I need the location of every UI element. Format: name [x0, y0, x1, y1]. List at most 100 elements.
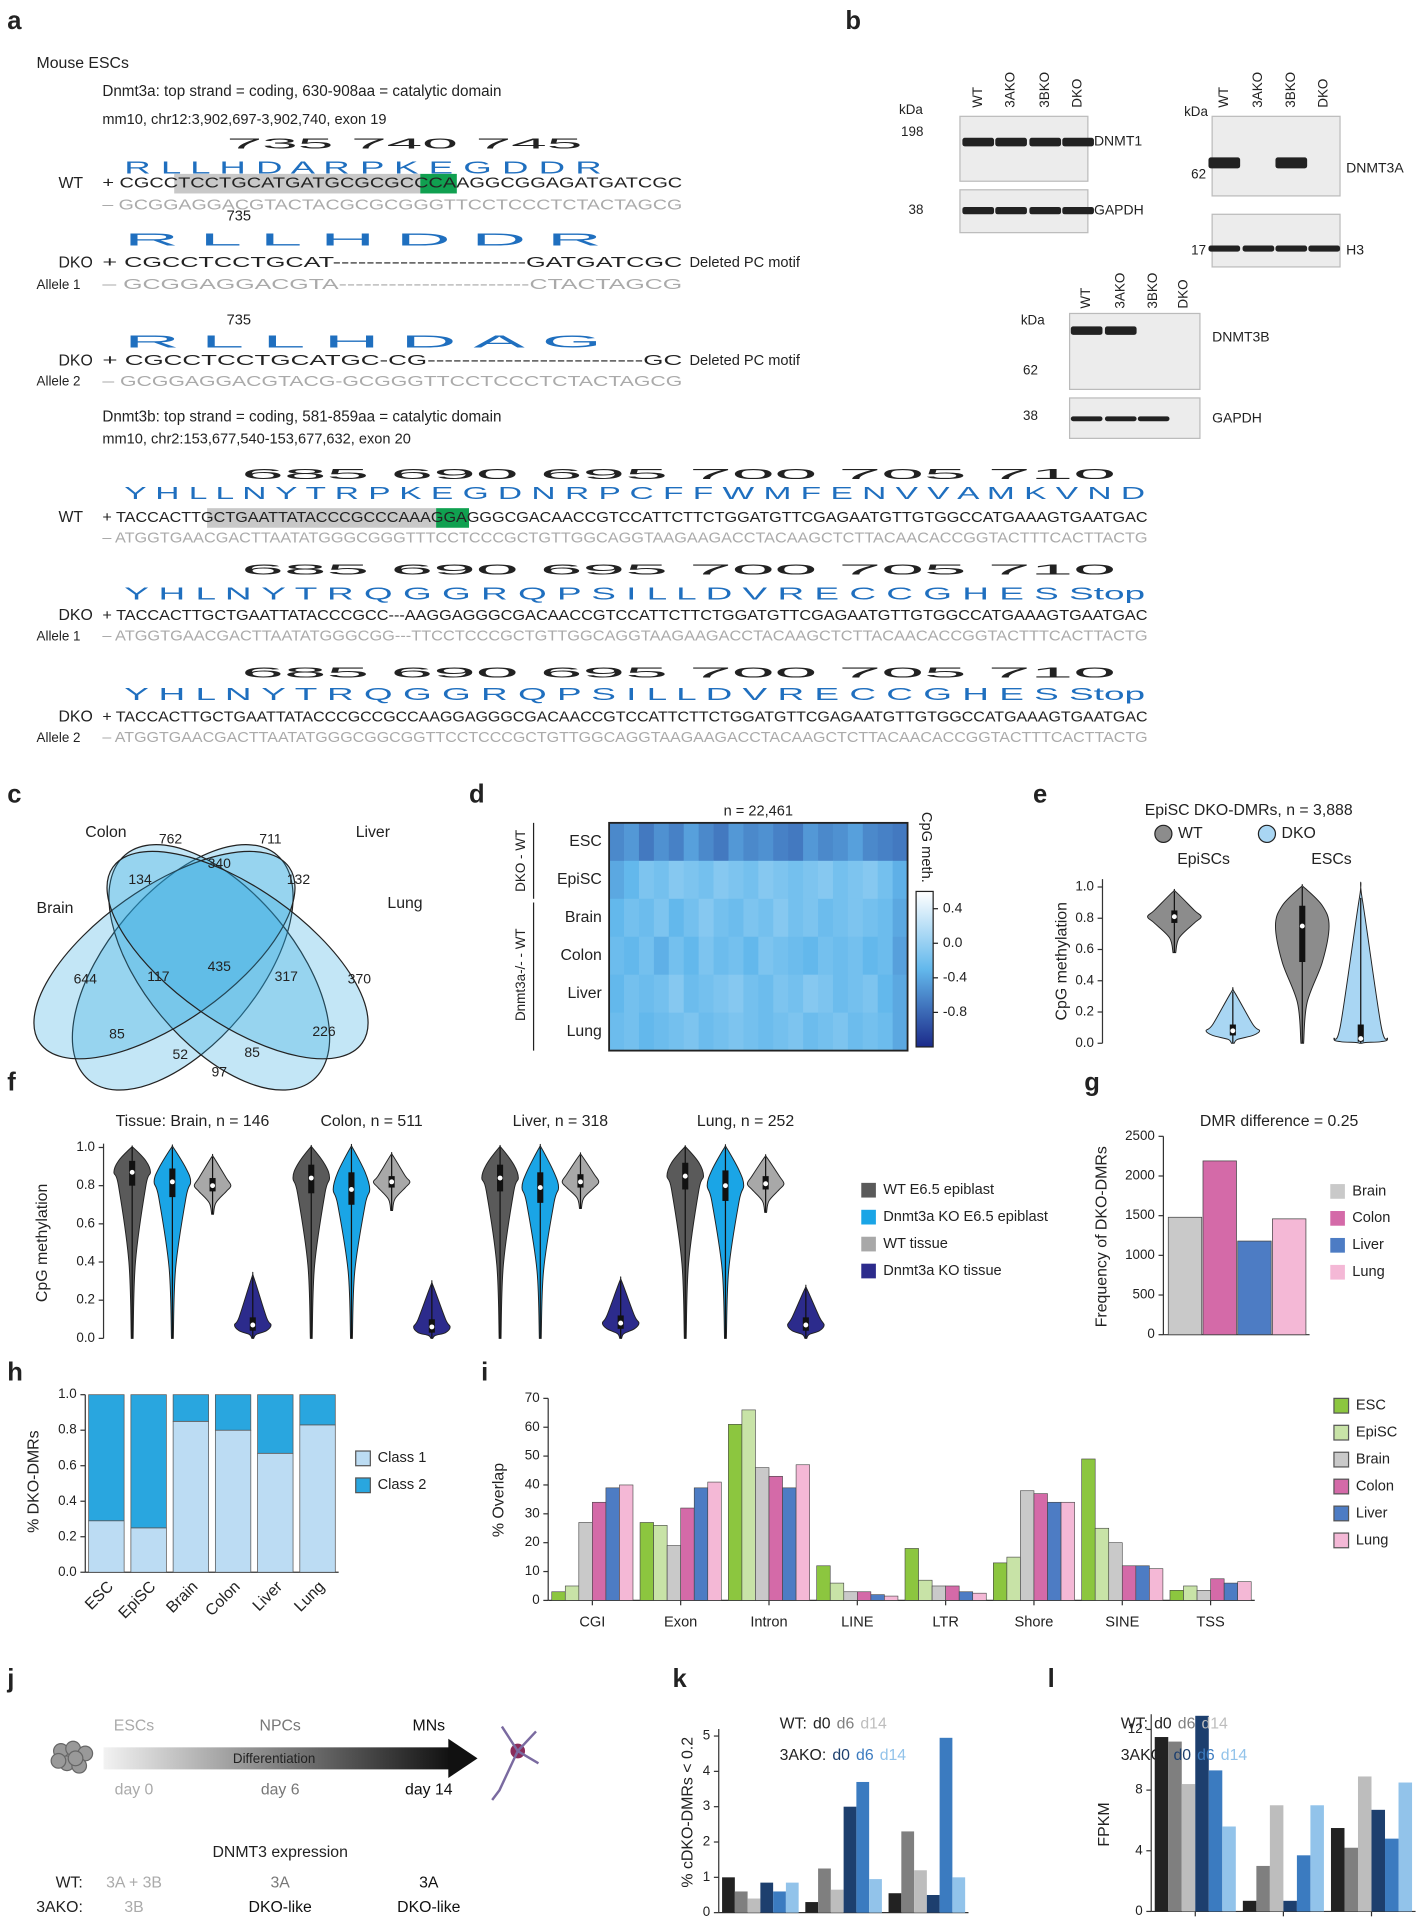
expression-title: DNMT3 expression: [212, 1844, 347, 1861]
blot: [1211, 115, 1341, 197]
legend-label: d14: [860, 1715, 887, 1732]
heatmap-cell: [743, 898, 759, 938]
bar: [722, 1877, 735, 1913]
violin-median: [763, 1181, 769, 1187]
marker: 198: [901, 124, 923, 139]
bar: [1168, 1741, 1182, 1912]
bar: [888, 1893, 902, 1913]
legend-label: d6: [856, 1747, 874, 1764]
panel-label: c: [7, 781, 21, 809]
expression-cell: 3A + 3B: [106, 1874, 162, 1891]
panel-label: k: [672, 1665, 687, 1693]
bar: [1269, 1805, 1284, 1912]
bar: [952, 1877, 966, 1913]
heatmap-cell: [788, 860, 804, 900]
y-tick-label: 12: [1128, 1721, 1143, 1736]
venn-count: 132: [287, 871, 311, 887]
y-tick-label: 2: [703, 1834, 710, 1849]
venn-count: 317: [275, 968, 299, 984]
bar: [829, 1582, 845, 1601]
legend-label: Class 2: [378, 1477, 427, 1493]
colorbar-tick-label: 0.4: [943, 899, 963, 915]
y-tick-label: 0: [1147, 1326, 1154, 1341]
legend-label: Brain: [1356, 1451, 1390, 1467]
legend-swatch: [1333, 1424, 1350, 1441]
heatmap-cell: [638, 898, 655, 938]
band: [995, 206, 1027, 215]
bar: [760, 1882, 774, 1913]
heatmap-frame: [608, 821, 909, 1052]
y-tick-label: 5: [703, 1728, 710, 1743]
blot: [1068, 312, 1201, 390]
bar: [1283, 1900, 1297, 1912]
heatmap-cell: [624, 1012, 640, 1051]
allele: Allele 1: [37, 628, 81, 643]
legend-swatch: [355, 1477, 371, 1494]
expression-cell: DKO-like: [397, 1899, 460, 1916]
legend-swatch: [1333, 1478, 1350, 1495]
venn-count: 711: [259, 831, 282, 847]
stage: ESCs: [114, 1718, 155, 1735]
heatmap-cell: [624, 974, 640, 1014]
bar: [693, 1487, 709, 1601]
residue-numbers: 685 690 695 700 705 710: [241, 665, 1116, 681]
bar: [1357, 1776, 1372, 1912]
bar: [1344, 1847, 1358, 1912]
y-tick-label: 0.2: [1075, 1004, 1094, 1019]
heatmap-cell: [892, 936, 908, 976]
amino-acids: R L L H D D R: [124, 231, 602, 250]
band: [1275, 245, 1308, 252]
legend-label: Colon: [1352, 1210, 1390, 1226]
bar: [843, 1591, 858, 1601]
legend-label: Dnmt3a KO tissue: [883, 1263, 1002, 1279]
plus-strand: + CGCCTCCTGCATGATGCGCGCCCAAGGCGGAGATGATC…: [102, 176, 682, 192]
lane-label: 3AKO: [1003, 72, 1018, 108]
heatmap-cell: [683, 1012, 700, 1051]
row-label: EpiSC: [557, 871, 602, 888]
y-tick-label: 0: [703, 1904, 710, 1919]
venn-count: 117: [147, 968, 170, 984]
row-label: Liver: [568, 985, 603, 1002]
bar: [1149, 1568, 1164, 1601]
bar-segment: [88, 1520, 125, 1573]
venn-count: 370: [348, 970, 372, 986]
heatmap-cell: [847, 898, 864, 938]
venn-count: 134: [128, 871, 152, 887]
heatmap-cell: [847, 822, 864, 862]
heatmap-cell: [609, 898, 625, 938]
legend-swatch: [1333, 1532, 1350, 1549]
heatmap-cell: [892, 898, 908, 938]
violin-median: [1230, 1028, 1236, 1034]
heatmap-cell: [609, 860, 625, 900]
category-label: ESCs: [1311, 851, 1352, 868]
y-tick-label: 4: [703, 1763, 711, 1778]
heatmap-cell: [698, 860, 714, 900]
venn-count: 762: [159, 831, 183, 847]
bar-segment: [214, 1394, 252, 1431]
y-tick-label: 8: [1135, 1782, 1142, 1797]
bar: [666, 1545, 681, 1601]
bar: [901, 1831, 915, 1913]
protein: DNMT3B: [1212, 329, 1270, 345]
y-tick-label: 2500: [1125, 1128, 1155, 1143]
genotype: WT: [58, 509, 83, 526]
violin-median: [537, 1185, 543, 1191]
violin-median: [1299, 923, 1305, 929]
bar: [818, 1868, 831, 1913]
violin-median: [578, 1179, 583, 1185]
panel-label: g: [1084, 1068, 1100, 1096]
heatmap-cell: [758, 860, 774, 900]
heatmap-cell: [624, 822, 640, 862]
lane-label: DKO: [1070, 79, 1085, 108]
heatmap-cell: [713, 1012, 729, 1051]
violin-median: [169, 1179, 175, 1185]
bar: [747, 1898, 761, 1913]
bar: [773, 1891, 786, 1913]
bar-segment: [257, 1452, 294, 1573]
venn-count: 340: [208, 855, 232, 871]
amino-acids: R L L H D A R P K E G D D R: [124, 158, 602, 177]
kda: kDa: [899, 102, 923, 117]
heatmap-cell: [803, 898, 819, 938]
legend-label: d0: [1154, 1715, 1172, 1732]
bar: [1256, 1865, 1270, 1912]
